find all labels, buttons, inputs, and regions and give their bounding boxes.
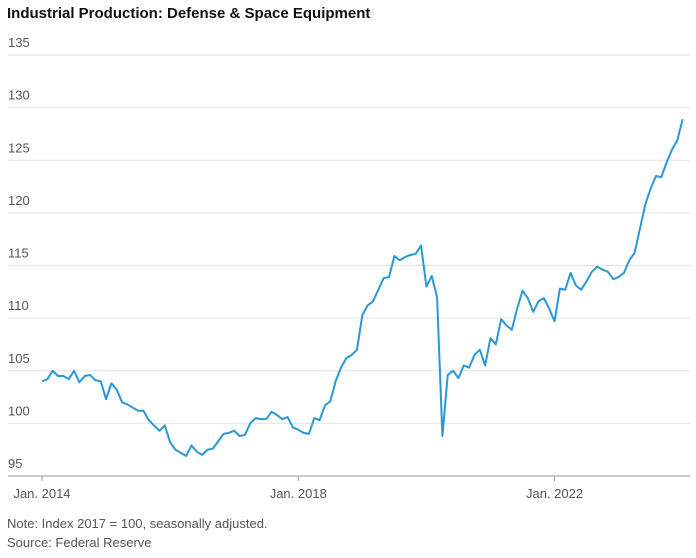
y-tick-label: 125 (8, 140, 30, 155)
data-line (41, 118, 684, 457)
note: Note: Index 2017 = 100, seasonally adjus… (7, 516, 268, 531)
x-tick-label: Jan. 2014 (13, 486, 70, 501)
y-tick-label: 110 (8, 298, 29, 313)
chart-title: Industrial Production: Defense & Space E… (7, 5, 370, 22)
y-tick-label: 95 (8, 456, 22, 471)
y-tick-label: 100 (8, 403, 30, 418)
y-tick-label: 135 (8, 35, 30, 50)
source: Source: Federal Reserve (7, 535, 152, 550)
y-tick-label: 120 (8, 193, 30, 208)
y-tick-label: 130 (8, 88, 30, 103)
x-tick-label: Jan. 2018 (270, 486, 327, 501)
x-tick-label: Jan. 2022 (526, 486, 583, 501)
y-tick-label: 115 (8, 246, 29, 261)
y-tick-label: 105 (8, 351, 30, 366)
